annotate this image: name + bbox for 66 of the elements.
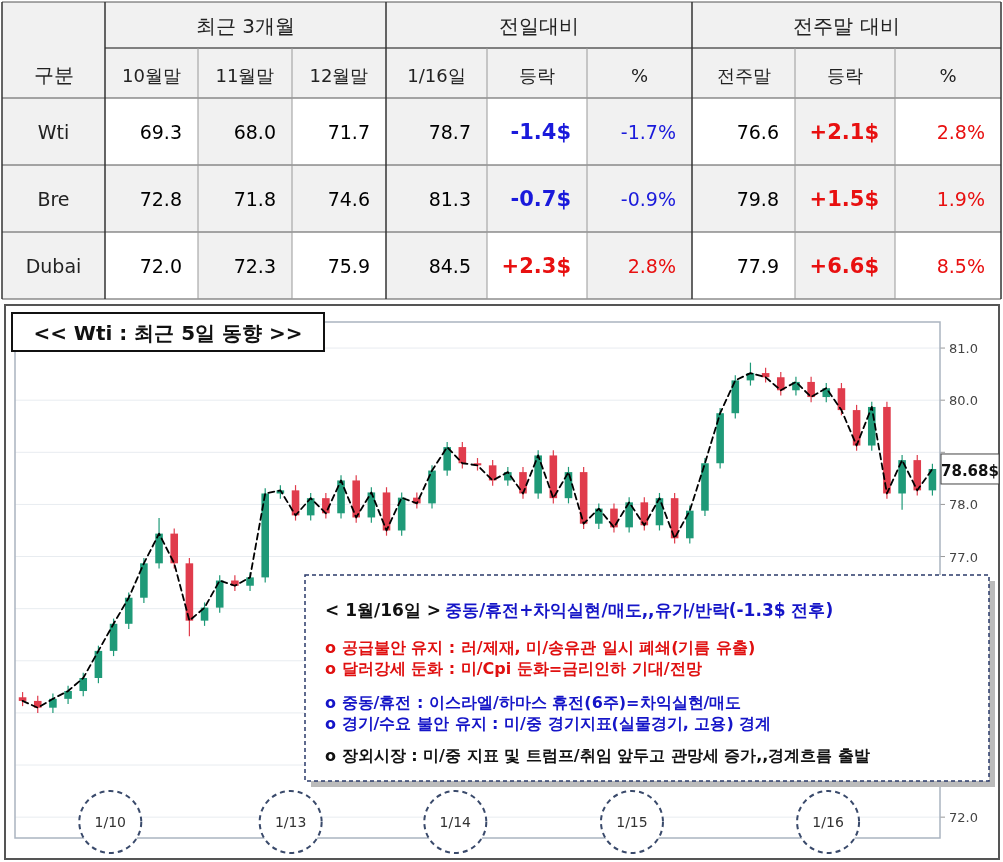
annotation: 1/16 (812, 814, 844, 830)
chart-title: << Wti : 최근 5일 동향 >> (33, 321, 303, 345)
text: +6.6$ (809, 253, 879, 278)
category-label: % (939, 65, 957, 86)
text: 84.5 (428, 254, 471, 277)
category-label: Wti (37, 120, 70, 143)
candlestick (64, 685, 72, 705)
text: -0.9% (620, 187, 676, 210)
annotation: 1/15 (616, 814, 648, 830)
text: -1.4$ (510, 119, 571, 144)
annotation: 1/10 (94, 814, 126, 830)
text: 81.3 (428, 187, 471, 210)
y-tick-label: 77.0 (949, 549, 978, 565)
text: -0.7$ (510, 186, 571, 211)
annotation: 1/14 (439, 814, 472, 830)
y-tick-label: 80.0 (949, 393, 978, 409)
annotation: o 경기/수요 불안 유지 : 미/중 경기지표(실물경기, 고용) 경계 (325, 714, 772, 733)
text: 전일대비 (499, 14, 579, 38)
text: 77.9 (736, 254, 779, 277)
text: 2.8% (627, 254, 676, 277)
text: +2.1$ (809, 119, 879, 144)
annotation: o 장외시장 : 미/중 지표 및 트럼프/취임 앞두고 관망세 증가,,경계흐름 출발 (325, 746, 870, 765)
annotation: o 중동/휴전 : 이스라엘/하마스 휴전(6주)=차익실현/매도 (325, 693, 742, 712)
text: 최근 3개월 (195, 14, 296, 38)
text: 69.3 (139, 120, 182, 143)
y-tick-label: 72.0 (949, 810, 978, 826)
text: 68.0 (233, 120, 276, 143)
category-label: 등락 (827, 65, 863, 86)
text: 전주말 대비 (793, 14, 900, 38)
category-label: Dubai (25, 254, 82, 277)
text: 72.3 (233, 254, 276, 277)
text: +2.3$ (501, 253, 571, 278)
text: 2.8% (936, 120, 985, 143)
annotation: 중동/휴전+차익실현/매도,,유가/반락(-1.3$ 전후) (445, 600, 834, 620)
text: 74.6 (327, 187, 370, 210)
text: 구분 (33, 63, 74, 87)
category-label: 11월말 (215, 65, 275, 86)
text: 1.9% (936, 187, 985, 210)
text: 75.9 (327, 254, 370, 277)
category-label: 12월말 (309, 65, 369, 86)
text: 72.8 (139, 187, 182, 210)
text: 72.0 (139, 254, 182, 277)
text: 71.7 (327, 120, 370, 143)
candlestick (49, 693, 57, 714)
text: 8.5% (936, 254, 985, 277)
text: 76.6 (736, 120, 779, 143)
text: -1.7% (620, 120, 676, 143)
annotation: o 달러강세 둔화 : 미/Cpi 둔화=금리인하 기대/전망 (325, 659, 702, 678)
text: 79.8 (736, 187, 779, 210)
annotation: < 1월/16일 > (325, 600, 442, 620)
y-tick-label: 81.0 (949, 341, 978, 357)
category-label: 1/16일 (407, 65, 466, 86)
category-label: 10월말 (122, 65, 181, 86)
text: 78.68$ (941, 461, 999, 480)
text: 71.8 (233, 187, 276, 210)
annotation: 1/13 (274, 814, 307, 830)
candlestick (443, 441, 451, 477)
y-tick-label: 78.0 (949, 497, 978, 513)
category-label: 등락 (519, 65, 555, 86)
category-label: % (630, 65, 649, 86)
annotation: o 공급불안 유지 : 러/제재, 미/송유관 일시 폐쇄(기름 유출) (325, 638, 756, 657)
candlestick (807, 376, 815, 403)
category-label: Bre (37, 187, 70, 210)
category-label: 전주말 (716, 65, 771, 86)
text: 78.7 (428, 120, 471, 143)
text: +1.5$ (809, 186, 879, 211)
